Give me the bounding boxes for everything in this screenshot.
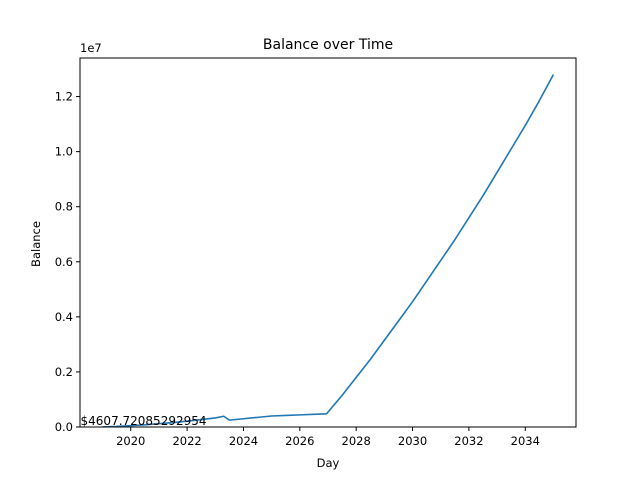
y-axis-label: Balance [29,221,43,267]
y-offset-label: 1e7 [80,41,102,55]
y-tick-label: 0.2 [55,365,73,379]
chart-title: Balance over Time [263,37,393,53]
y-tick-label: 1.2 [55,90,73,104]
x-axis-label: Day [317,456,340,470]
y-tick-label: 0.4 [55,310,73,324]
series-line-0 [102,74,555,428]
x-tick-label: 2028 [342,434,371,448]
x-tick-label: 2026 [285,434,314,448]
y-tick-label: 0.6 [55,255,73,269]
x-tick-label: 2030 [398,434,427,448]
plot-area: 2020 2022 2024 2026 2028 2030 2032 2034 0.0 0.2 0.… [55,57,577,448]
x-tick-label: 2024 [229,434,258,448]
y-tick-label: 0.0 [55,420,73,434]
x-tick-label: 2022 [172,434,201,448]
x-tick-label: 2034 [511,434,540,448]
y-tick-label: 0.8 [55,200,73,214]
axes-frame [79,57,577,428]
y-tick-label: 1.0 [55,145,73,159]
point-annotation: $4607.72085292954 [81,414,207,428]
x-tick-label: 2020 [116,434,145,448]
x-tick-label: 2032 [454,434,483,448]
